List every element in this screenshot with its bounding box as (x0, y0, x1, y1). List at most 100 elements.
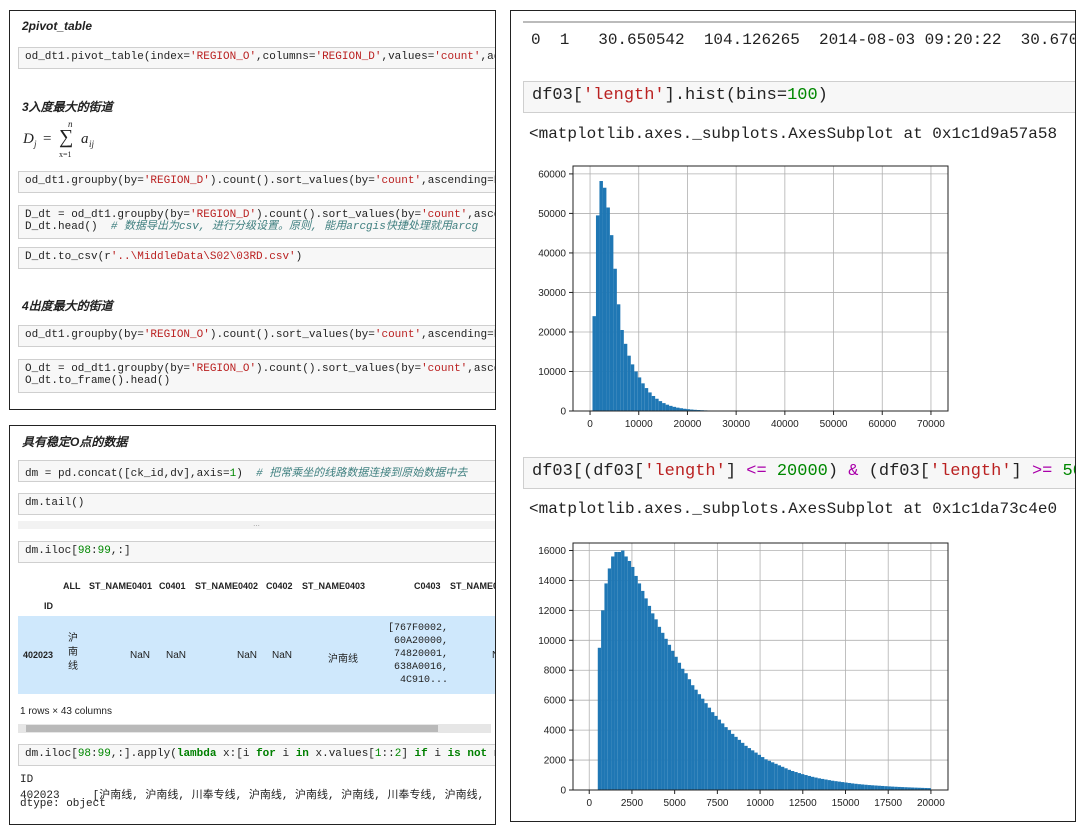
horizontal-scrollbar[interactable] (18, 724, 491, 733)
histogram-bar (602, 187, 607, 411)
histogram-bar (870, 785, 875, 790)
histogram-bar (614, 551, 618, 790)
table-cell: N (492, 650, 495, 661)
histogram-bar (797, 773, 801, 790)
dataframe-output: ALL ST_NAME0401 C0401 ST_NAME0402 C0402 … (18, 576, 495, 694)
histogram-bar (727, 730, 732, 790)
histogram-bar (644, 598, 648, 790)
table-row[interactable]: 402023 沪南线 NaN NaN NaN NaN 沪南线 [767F0002… (18, 616, 495, 694)
histogram-bar (664, 638, 668, 790)
histogram-bar (924, 787, 928, 790)
x-tick-label: 0 (586, 798, 592, 809)
histogram-bar (820, 778, 825, 790)
histogram-bar (654, 619, 658, 790)
column-header: C0403 (414, 581, 441, 591)
histogram-bar (814, 777, 818, 790)
collapsed-output-ellipsis[interactable]: ... (18, 520, 495, 529)
histogram-bar (787, 769, 791, 790)
x-tick-label: 50000 (820, 419, 848, 430)
histogram-bar (641, 590, 645, 790)
table-cell: NaN (237, 650, 258, 661)
histogram-bar (616, 304, 621, 411)
histogram-bar (651, 613, 655, 790)
histogram-bar (920, 787, 925, 790)
histogram-bar (771, 762, 775, 790)
histogram-bar (687, 679, 692, 790)
output-top-border (523, 21, 1075, 23)
x-tick-label: 70000 (917, 419, 945, 430)
column-header: C0402 (266, 581, 293, 591)
histogram-bar (676, 407, 680, 411)
code-cell[interactable]: od_dt1.groupby(by='REGION_O').count().so… (18, 325, 495, 347)
index-name: ID (44, 601, 53, 611)
column-header: C0401 (159, 581, 186, 591)
histogram-bar (613, 268, 617, 411)
code-cell[interactable]: dm.iloc[98:99,:] (18, 541, 495, 563)
code-cell[interactable]: od_dt1.pivot_table(index='REGION_O',colu… (18, 47, 495, 69)
histogram-bar (671, 650, 675, 790)
x-tick-label: 12500 (789, 798, 817, 809)
x-tick-label: 30000 (722, 419, 750, 430)
code-cell[interactable]: dm.iloc[98:99,:].apply(lambda x:[i for i… (18, 744, 495, 766)
histogram-bar (607, 568, 612, 790)
y-tick-label: 60000 (538, 169, 566, 180)
histogram-bar (631, 566, 635, 790)
histogram-bar (609, 235, 614, 411)
histogram-bar (657, 626, 662, 790)
plot-area (573, 166, 948, 411)
output-text: dtype: object (20, 798, 106, 810)
code-cell[interactable]: df03[(df03['length'] <= 20000) & (df03['… (523, 457, 1075, 489)
histogram-bar (627, 560, 632, 790)
table-cell: 沪南线 (328, 654, 358, 665)
histogram-bar (784, 768, 788, 790)
scrollbar-thumb[interactable] (26, 725, 438, 732)
histogram-bar (894, 786, 898, 790)
histogram-bar (917, 787, 921, 790)
plot-frame (572, 165, 949, 412)
histogram-bar (627, 355, 631, 411)
y-tick-label: 50000 (538, 209, 566, 220)
y-tick-label: 10000 (538, 367, 566, 378)
code-cell[interactable]: dm = pd.concat([ck_id,dv],axis=1) # 把常乘坐… (18, 460, 495, 482)
histogram-bar (827, 780, 831, 790)
histogram-bar (764, 759, 768, 790)
histogram-bar (711, 712, 715, 790)
y-tick-label: 6000 (544, 696, 567, 707)
x-tick-label: 15000 (832, 798, 860, 809)
code-cell[interactable]: dm.tail() (18, 493, 495, 515)
histogram-bar (644, 388, 649, 411)
y-tick-label: 0 (560, 786, 566, 797)
histogram-bar (877, 785, 881, 790)
histogram-bar (721, 723, 725, 790)
histogram-bar (597, 647, 602, 790)
output-text: <matplotlib.axes._subplots.AxesSubplot a… (529, 500, 1058, 518)
histogram-bar (807, 775, 811, 790)
code-cell[interactable]: od_dt1.groupby(by='REGION_D').count().so… (18, 171, 495, 193)
code-cell[interactable]: D_dt = od_dt1.groupby(by='REGION_D').cou… (18, 205, 495, 239)
y-tick-label: 30000 (538, 288, 566, 299)
histogram-bar (810, 776, 815, 790)
histogram-bar (757, 754, 762, 790)
histogram-bar (897, 786, 901, 790)
histogram-length: 0 10000 20000 30000 40000 50000 60000 70000 0 100… (538, 165, 949, 430)
section-heading: 4出度最大的街道 (22, 299, 113, 313)
code-cell[interactable]: O_dt = od_dt1.groupby(by='REGION_O').cou… (18, 359, 495, 393)
histogram-bar (701, 698, 705, 790)
histogram-bar (717, 719, 722, 790)
histogram-bar (824, 779, 828, 790)
histogram-bar (904, 787, 908, 790)
histogram-bar (623, 343, 628, 411)
histogram-bar (887, 786, 891, 790)
histogram-bar (693, 409, 697, 411)
code-cell[interactable]: D_dt.to_csv(r'..\MiddleData\S02\03RD.csv… (18, 247, 495, 269)
histogram-bar (637, 377, 642, 411)
table-cell: [767F0002, 60A20000, 74820001, 638A0016, 4C9… (387, 623, 448, 686)
histogram-bar (890, 786, 895, 790)
x-tick-label: 10000 (625, 419, 653, 430)
code-cell[interactable]: df03['length'].hist(bins=100) (523, 81, 1075, 113)
histogram-bar (634, 575, 638, 790)
x-tick-label: 17500 (874, 798, 902, 809)
column-header: ST_NAME0403 (302, 581, 366, 591)
y-tick-label: 16000 (538, 546, 566, 557)
histogram-bar (790, 770, 795, 790)
